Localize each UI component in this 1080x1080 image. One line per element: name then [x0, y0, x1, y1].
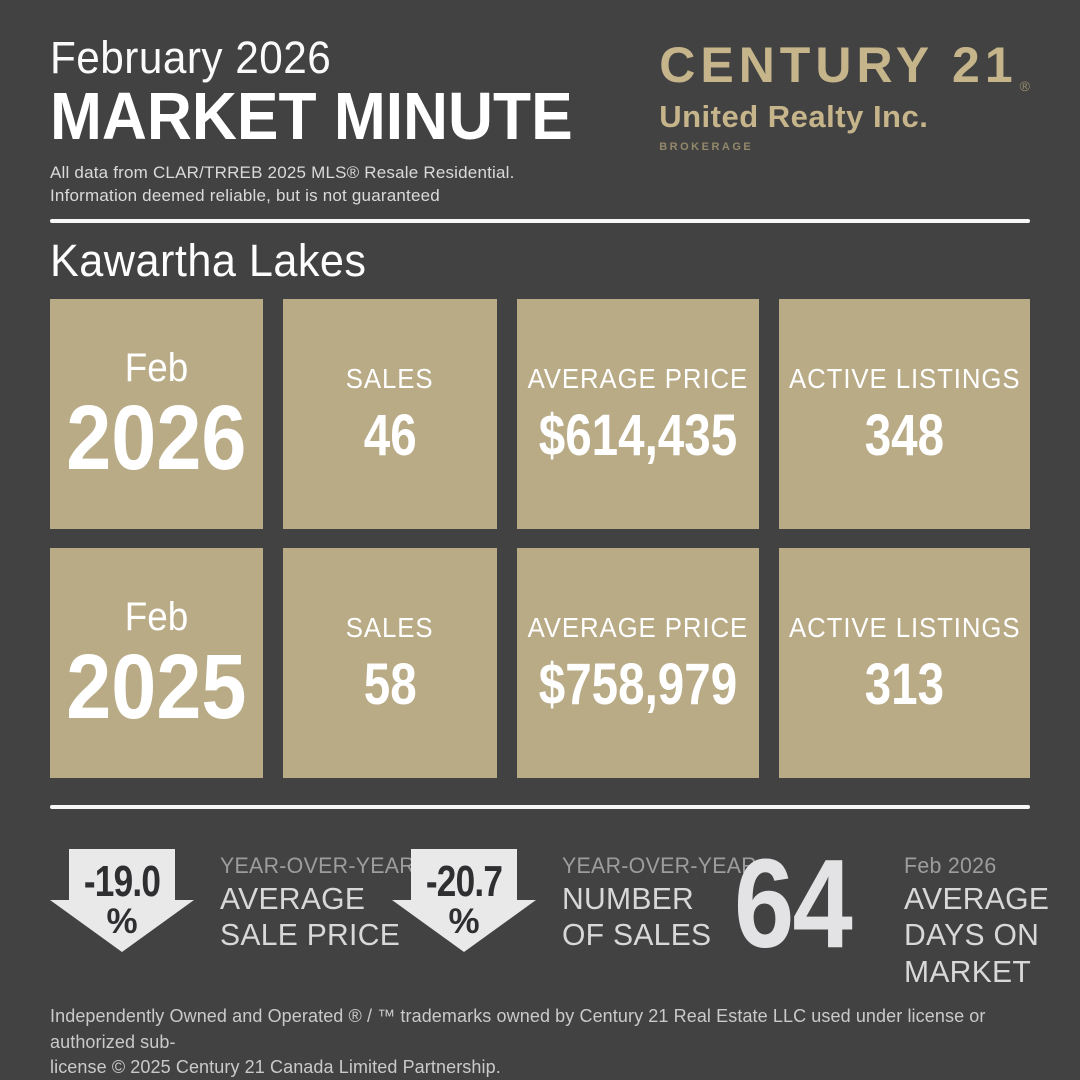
card-label: ACTIVE LISTINGS: [788, 363, 1020, 395]
stat-caption-muted: YEAR-OVER-YEAR: [562, 853, 758, 879]
card-value: 58: [363, 652, 417, 718]
legal-footer: Independently Owned and Operated ® / ™ t…: [50, 1004, 1030, 1080]
stat-caption: Feb 2026 AVERAGE DAYS ON MARKET: [904, 849, 1054, 988]
card-month: Feb: [124, 595, 189, 640]
card-average-price-2026: AVERAGE PRICE $614,435: [516, 299, 759, 530]
card-period-2026: Feb 2026: [50, 299, 264, 530]
card-period-2025: Feb 2025: [50, 548, 264, 779]
stat-caption: YEAR-OVER-YEAR NUMBER OF SALES: [562, 849, 763, 951]
stat-caption-line: NUMBER: [562, 880, 695, 916]
card-active-listings-2026: ACTIVE LISTINGS 348: [778, 299, 1030, 530]
divider-top: [50, 219, 1030, 224]
card-sales-2026: SALES 46: [283, 299, 497, 530]
average-days-on-market-stat: 64 Feb 2026 AVERAGE DAYS ON MARKET: [734, 833, 1054, 988]
data-disclaimer: All data from CLAR/TRREB 2025 MLS® Resal…: [50, 162, 612, 208]
card-active-listings-2025: ACTIVE LISTINGS 313: [778, 548, 1030, 779]
registered-trademark-icon: ®: [1019, 78, 1030, 94]
stat-percent-value: -19.0: [83, 857, 161, 907]
card-year: 2026: [66, 387, 247, 490]
days-on-market-value: 64: [734, 833, 853, 975]
card-sales-2025: SALES 58: [283, 548, 497, 779]
divider-bottom: [50, 805, 1030, 810]
century21-logo: CENTURY 21 ® United Realty Inc. BROKERAGE: [659, 40, 1030, 153]
card-label: SALES: [346, 363, 434, 395]
stat-caption-line: AVERAGE: [220, 880, 366, 916]
legal-footer-line-2: license © 2025 Century 21 Canada Limited…: [50, 1057, 501, 1078]
card-month: Feb: [124, 346, 189, 391]
down-arrow-shape: [392, 849, 536, 953]
down-arrow-icon: -20.7 %: [392, 849, 536, 953]
card-average-price-2025: AVERAGE PRICE $758,979: [516, 548, 759, 779]
header-left: February 2026 MARKET MINUTE All data fro…: [50, 0, 612, 207]
header: February 2026 MARKET MINUTE All data fro…: [50, 0, 1030, 207]
card-value: 46: [363, 403, 417, 469]
disclaimer-line-2: Information deemed reliable, but is not …: [50, 185, 440, 205]
card-label: AVERAGE PRICE: [527, 612, 748, 644]
stat-caption-line: MARKET: [904, 953, 1032, 989]
stat-percent-value: -20.7: [425, 857, 503, 907]
stat-caption-muted: Feb 2026: [904, 853, 997, 879]
stat-caption-line: SALE PRICE: [220, 917, 401, 953]
stat-caption-line: OF SALES: [562, 917, 712, 953]
percent-sign: %: [106, 902, 138, 942]
brand-text: CENTURY 21: [659, 37, 1018, 93]
stat-caption-line: AVERAGE: [904, 880, 1050, 916]
card-label: ACTIVE LISTINGS: [788, 612, 1020, 644]
card-label: AVERAGE PRICE: [527, 363, 748, 395]
percent-sign: %: [448, 902, 480, 942]
down-arrow-shape: [50, 849, 194, 953]
card-value: 348: [864, 403, 944, 469]
yoy-average-sale-price-stat: -19.0 % YEAR-OVER-YEAR AVERAGE SALE PRIC…: [50, 849, 415, 953]
stat-cards-grid: Feb 2026 SALES 46 AVERAGE PRICE $614,435…: [50, 299, 1030, 779]
card-value: $758,979: [538, 652, 737, 718]
stat-caption-line: DAYS ON: [904, 917, 1040, 953]
card-year: 2025: [66, 636, 247, 739]
brokerage-descriptor: BROKERAGE: [659, 141, 754, 153]
disclaimer-line-1: All data from CLAR/TRREB 2025 MLS® Resal…: [50, 162, 515, 182]
region-title: Kawartha Lakes: [50, 235, 367, 287]
legal-footer-line-1: Independently Owned and Operated ® / ™ t…: [50, 1006, 986, 1052]
brand-wordmark: CENTURY 21 ®: [659, 37, 1030, 94]
report-month: February 2026: [50, 32, 332, 83]
card-value: $614,435: [538, 403, 737, 469]
card-value: 313: [864, 652, 944, 718]
down-arrow-icon: -19.0 %: [50, 849, 194, 953]
page-title: MARKET MINUTE: [50, 79, 573, 155]
card-label: SALES: [346, 612, 434, 644]
yoy-number-of-sales-stat: -20.7 % YEAR-OVER-YEAR NUMBER OF SALES: [392, 849, 757, 953]
stat-caption-muted: YEAR-OVER-YEAR: [220, 853, 416, 879]
summary-stats: -19.0 % YEAR-OVER-YEAR AVERAGE SALE PRIC…: [50, 841, 1049, 988]
brokerage-name: United Realty Inc.: [659, 99, 929, 134]
stat-caption: YEAR-OVER-YEAR AVERAGE SALE PRICE: [220, 849, 421, 951]
